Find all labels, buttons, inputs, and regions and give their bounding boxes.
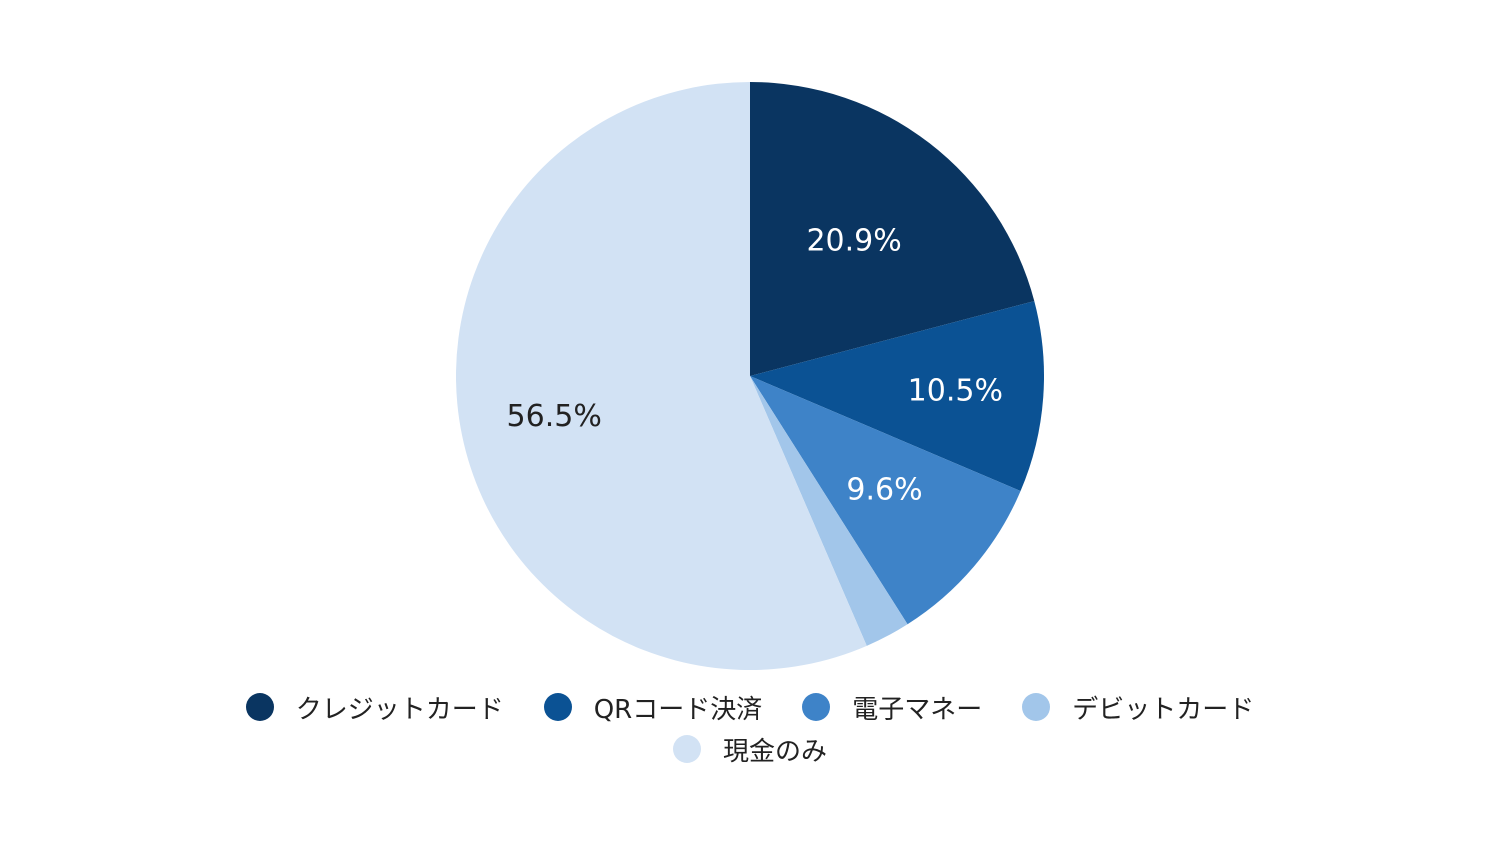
legend-item-2: QRコード決済 xyxy=(543,689,763,726)
legend-swatch-2 xyxy=(543,693,572,721)
data-label-5: 56.5% xyxy=(507,399,602,434)
legend-row-2: 現金のみ xyxy=(0,728,1500,770)
legend-item-5: 現金のみ xyxy=(672,731,827,768)
pie-slice-1 xyxy=(750,82,1035,376)
legend-item-3: 電子マネー xyxy=(802,689,982,726)
data-label-2: 10.5% xyxy=(908,373,1003,408)
legend-swatch-1 xyxy=(245,693,274,721)
pie-slice-5 xyxy=(455,82,867,670)
data-label-3: 9.6% xyxy=(846,473,922,508)
legend-label-3: 電子マネー xyxy=(852,694,983,725)
legend-swatch-3 xyxy=(802,693,831,721)
legend: クレジットカード QRコード決済 電子マネー デビットカード 現金のみ xyxy=(0,686,1500,770)
data-label-1: 20.9% xyxy=(806,223,901,258)
legend-label-1: クレジットカード xyxy=(295,694,504,725)
legend-label-4: デビットカード xyxy=(1072,694,1255,725)
legend-label-2: QRコード決済 xyxy=(593,694,763,725)
legend-label-5: 現金のみ xyxy=(722,736,827,767)
pie-slice-2 xyxy=(750,301,1045,492)
legend-item-4: デビットカード xyxy=(1022,689,1254,726)
legend-row-1: クレジットカード QRコード決済 電子マネー デビットカード xyxy=(0,686,1500,728)
legend-item-1: クレジットカード xyxy=(245,689,504,726)
pie-slice-3 xyxy=(750,376,1021,625)
legend-swatch-5 xyxy=(672,735,701,763)
pie-slice-4 xyxy=(750,376,908,646)
legend-swatch-4 xyxy=(1022,693,1051,721)
